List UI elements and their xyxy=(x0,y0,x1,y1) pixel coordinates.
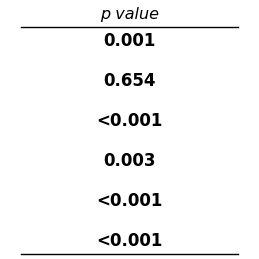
Text: <0.001: <0.001 xyxy=(96,192,163,210)
Text: 0.003: 0.003 xyxy=(103,152,156,170)
Text: <0.001: <0.001 xyxy=(96,112,163,130)
Text: p value: p value xyxy=(100,7,159,22)
Text: 0.654: 0.654 xyxy=(103,72,156,90)
Text: <0.001: <0.001 xyxy=(96,232,163,250)
Text: 0.001: 0.001 xyxy=(103,32,156,51)
